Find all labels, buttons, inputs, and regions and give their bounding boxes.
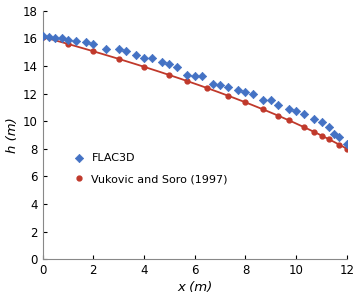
Vukovic and Soro (1997) bbox=[276, 114, 281, 118]
FLAC3D bbox=[286, 106, 292, 111]
FLAC3D bbox=[235, 88, 241, 92]
Vukovic and Soro (1997) bbox=[142, 65, 146, 69]
Vukovic and Soro (1997) bbox=[287, 118, 291, 122]
FLAC3D bbox=[268, 98, 274, 103]
FLAC3D bbox=[326, 125, 332, 130]
FLAC3D bbox=[225, 84, 231, 89]
FLAC3D bbox=[116, 46, 122, 51]
FLAC3D bbox=[174, 65, 180, 70]
FLAC3D bbox=[65, 37, 71, 42]
Vukovic and Soro (1997) bbox=[302, 125, 306, 129]
Vukovic and Soro (1997) bbox=[345, 147, 349, 151]
FLAC3D bbox=[46, 34, 52, 39]
FLAC3D bbox=[53, 35, 58, 40]
FLAC3D bbox=[332, 131, 337, 136]
FLAC3D bbox=[243, 90, 248, 94]
FLAC3D bbox=[217, 82, 223, 87]
FLAC3D bbox=[301, 112, 307, 117]
FLAC3D bbox=[293, 109, 299, 114]
Vukovic and Soro (1997) bbox=[167, 73, 172, 77]
FLAC3D bbox=[40, 34, 45, 38]
FLAC3D bbox=[210, 81, 215, 86]
FLAC3D bbox=[123, 48, 129, 53]
FLAC3D bbox=[73, 39, 78, 44]
X-axis label: x (m): x (m) bbox=[177, 281, 212, 294]
FLAC3D bbox=[149, 56, 154, 61]
FLAC3D bbox=[344, 142, 350, 146]
FLAC3D bbox=[184, 72, 190, 77]
Line: Vukovic and Soro (1997): Vukovic and Soro (1997) bbox=[40, 34, 349, 151]
FLAC3D bbox=[250, 92, 256, 97]
Y-axis label: h (m): h (m) bbox=[5, 117, 19, 153]
FLAC3D bbox=[90, 42, 96, 47]
Vukovic and Soro (1997) bbox=[226, 94, 230, 98]
FLAC3D bbox=[134, 53, 139, 58]
FLAC3D bbox=[83, 40, 89, 45]
Vukovic and Soro (1997) bbox=[66, 42, 70, 46]
Vukovic and Soro (1997) bbox=[261, 108, 265, 111]
FLAC3D bbox=[59, 36, 64, 40]
FLAC3D bbox=[260, 98, 266, 103]
FLAC3D bbox=[159, 59, 165, 64]
FLAC3D bbox=[199, 73, 205, 78]
Vukovic and Soro (1997) bbox=[91, 50, 95, 53]
FLAC3D bbox=[311, 117, 317, 122]
FLAC3D bbox=[337, 135, 342, 140]
Vukovic and Soro (1997) bbox=[117, 57, 121, 61]
Vukovic and Soro (1997) bbox=[205, 86, 210, 90]
Vukovic and Soro (1997) bbox=[327, 138, 331, 141]
Vukovic and Soro (1997) bbox=[337, 143, 342, 146]
FLAC3D bbox=[192, 73, 198, 78]
FLAC3D bbox=[276, 102, 282, 107]
FLAC3D bbox=[319, 119, 324, 124]
FLAC3D bbox=[103, 46, 109, 51]
Legend: FLAC3D, Vukovic and Soro (1997): FLAC3D, Vukovic and Soro (1997) bbox=[72, 153, 228, 184]
FLAC3D bbox=[167, 61, 172, 66]
Vukovic and Soro (1997) bbox=[312, 130, 316, 134]
Vukovic and Soro (1997) bbox=[40, 35, 45, 39]
FLAC3D bbox=[141, 55, 147, 60]
Vukovic and Soro (1997) bbox=[319, 134, 324, 137]
Vukovic and Soro (1997) bbox=[243, 100, 248, 104]
Vukovic and Soro (1997) bbox=[185, 79, 189, 83]
